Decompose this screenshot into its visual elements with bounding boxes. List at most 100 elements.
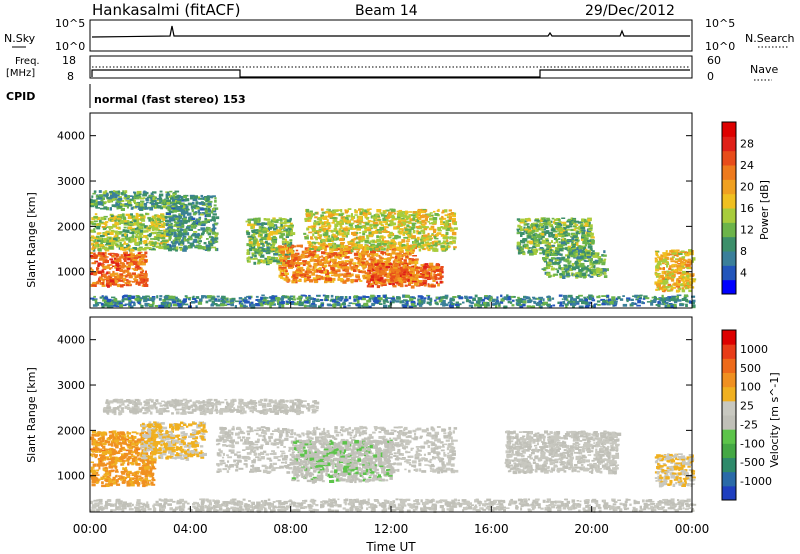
scatter-cell <box>402 233 406 236</box>
scatter-cell <box>288 244 291 248</box>
scatter-cell <box>581 234 586 237</box>
scatter-cell <box>516 302 521 306</box>
scatter-cell <box>101 197 105 200</box>
scatter-cell <box>157 223 161 225</box>
nsky-label: N.Sky <box>4 32 36 45</box>
scatter-cell <box>560 236 565 238</box>
scatter-cell <box>395 281 399 284</box>
scatter-cell <box>420 264 425 266</box>
scatter-cell <box>404 218 407 222</box>
scatter-cell <box>451 217 456 221</box>
scatter-cell <box>125 247 129 250</box>
scatter-cell <box>597 274 601 277</box>
scatter-cell <box>288 252 293 256</box>
scatter-cell <box>671 278 675 282</box>
scatter-cell <box>197 209 200 214</box>
scatter-cell <box>131 280 136 283</box>
scatter-cell <box>368 234 372 237</box>
scatter-cell <box>251 223 257 226</box>
scatter-cell <box>429 262 434 267</box>
scatter-cell <box>343 227 346 230</box>
scatter-cell <box>667 271 673 274</box>
scatter-cell <box>386 258 391 262</box>
scatter-cell <box>572 222 576 225</box>
scatter-cell <box>330 274 336 277</box>
scatter-cell <box>666 285 670 289</box>
scatter-cell <box>114 261 118 265</box>
scatter-cell <box>260 240 264 243</box>
scatter-cell <box>398 223 401 226</box>
scatter-cell <box>685 303 688 307</box>
scatter-cell <box>568 252 573 256</box>
scatter-cell <box>326 219 329 222</box>
scatter-cell <box>134 279 139 282</box>
scatter-cell <box>379 264 383 267</box>
scatter-cell <box>212 225 216 228</box>
scatter-cell <box>276 261 282 265</box>
scatter-cell <box>656 273 661 275</box>
scatter-cell <box>378 247 383 251</box>
scatter-cell <box>655 254 659 257</box>
scatter-cell <box>111 240 116 242</box>
scatter-cell <box>124 196 130 200</box>
scatter-cell <box>584 220 589 224</box>
scatter-cell <box>655 251 659 256</box>
scatter-cell <box>333 219 337 223</box>
scatter-cell <box>94 260 97 264</box>
scatter-cell <box>537 227 543 231</box>
scatter-cell <box>389 244 395 247</box>
scatter-cell <box>430 265 434 268</box>
scatter-cell <box>145 212 148 215</box>
scatter-cell <box>278 274 284 278</box>
scatter-cell <box>579 271 583 275</box>
scatter-cell <box>196 196 200 199</box>
scatter-cell <box>214 248 217 251</box>
scatter-cell <box>432 243 438 247</box>
freq-panel-frame <box>89 55 693 79</box>
scatter-cell <box>128 201 132 204</box>
scatter-cell <box>192 204 196 208</box>
scatter-cell <box>131 235 135 238</box>
scatter-cell <box>332 260 335 264</box>
scatter-cell <box>452 222 455 225</box>
scatter-cell <box>189 237 193 240</box>
scatter-cell <box>153 196 158 199</box>
scatter-cell <box>369 240 374 243</box>
scatter-cell <box>307 216 313 220</box>
scatter-cell <box>408 230 412 233</box>
scatter-cell <box>540 228 544 231</box>
scatter-cell <box>663 253 668 257</box>
scatter-cell <box>185 198 190 202</box>
scatter-cell <box>198 216 202 219</box>
scatter-cell <box>297 257 302 261</box>
scatter-cell <box>176 218 180 222</box>
scatter-cell <box>579 230 584 233</box>
scatter-cell <box>272 249 275 253</box>
scatter-cell <box>678 267 683 271</box>
scatter-cell <box>675 289 679 293</box>
scatter-cell <box>144 281 148 285</box>
scatter-cell <box>340 226 343 230</box>
scatter-cell <box>183 199 187 202</box>
scatter-cell <box>572 254 576 258</box>
scatter-cell <box>102 265 106 269</box>
scatter-cell <box>263 222 269 225</box>
scatter-cell <box>397 256 401 260</box>
scatter-cell <box>398 281 404 284</box>
scatter-cell <box>312 265 315 270</box>
scatter-cell <box>545 264 551 267</box>
scatter-cell <box>124 233 127 236</box>
scatter-cell <box>420 273 426 276</box>
scatter-cell <box>392 278 398 283</box>
scatter-cell <box>587 267 591 271</box>
scatter-cell <box>553 242 556 244</box>
scatter-cell <box>281 273 285 277</box>
scatter-cell <box>110 216 115 219</box>
scatter-cell <box>320 277 324 280</box>
scatter-cell <box>408 211 413 213</box>
scatter-cell <box>282 238 286 240</box>
scatter-cell <box>312 233 315 237</box>
scatter-cell <box>113 235 116 238</box>
scatter-cell <box>563 259 567 262</box>
scatter-cell <box>263 250 267 252</box>
